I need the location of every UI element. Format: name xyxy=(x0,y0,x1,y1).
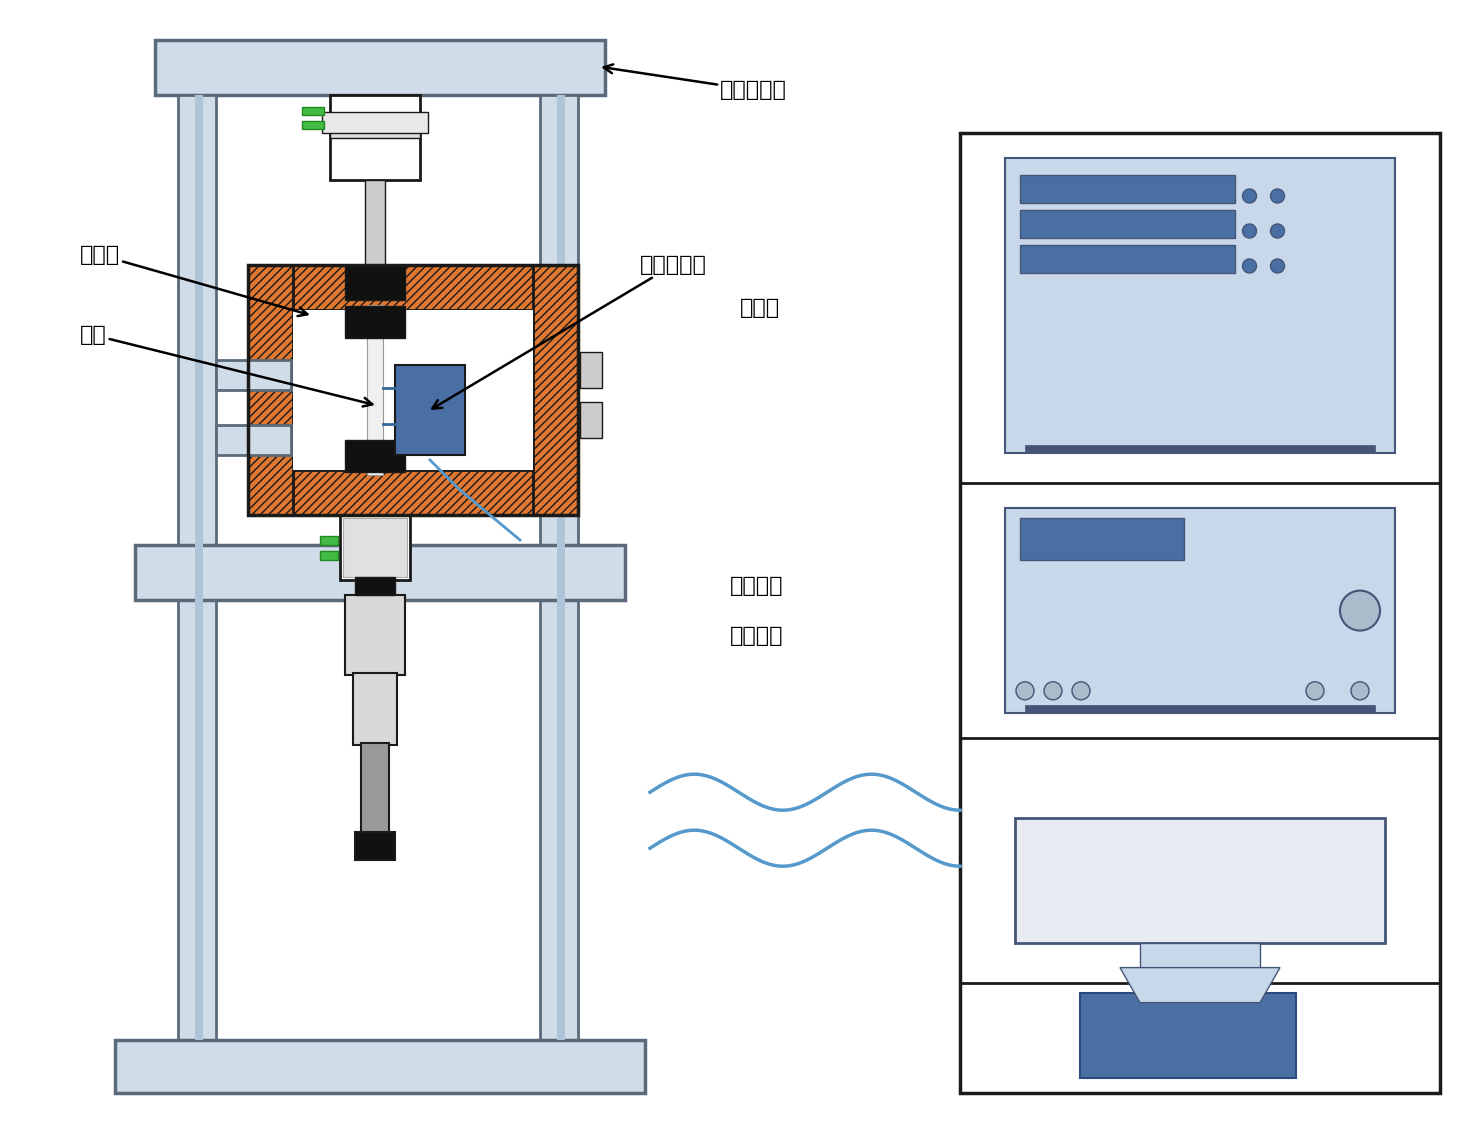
Bar xyxy=(362,743,390,835)
Bar xyxy=(248,264,294,515)
Circle shape xyxy=(1340,590,1380,631)
Bar xyxy=(134,545,624,600)
Bar xyxy=(1015,818,1384,942)
Bar xyxy=(1139,942,1261,968)
Bar xyxy=(303,107,325,115)
Circle shape xyxy=(1243,190,1256,203)
Bar xyxy=(540,95,579,1040)
Bar xyxy=(345,595,404,675)
Circle shape xyxy=(1243,224,1256,238)
Bar xyxy=(1024,445,1376,453)
Bar xyxy=(580,352,602,388)
Bar xyxy=(248,264,579,515)
Bar xyxy=(342,518,407,577)
Text: 疲劳试验机: 疲劳试验机 xyxy=(604,65,787,100)
Bar xyxy=(353,673,397,745)
Bar xyxy=(1020,519,1184,561)
Circle shape xyxy=(1044,682,1063,700)
Bar xyxy=(331,95,421,180)
Circle shape xyxy=(1015,682,1035,700)
Text: 试样: 试样 xyxy=(80,325,372,406)
Bar xyxy=(556,95,565,1040)
Bar xyxy=(368,545,382,580)
Bar xyxy=(345,264,404,300)
Bar xyxy=(195,95,202,1040)
Bar xyxy=(533,264,579,515)
Bar xyxy=(959,133,1441,1093)
Bar xyxy=(356,577,396,595)
Bar xyxy=(1024,705,1376,713)
Bar xyxy=(1020,210,1234,238)
Bar xyxy=(339,515,410,580)
Bar xyxy=(1005,158,1395,453)
Bar xyxy=(179,95,215,1040)
Circle shape xyxy=(1271,259,1284,274)
Bar xyxy=(1020,245,1234,274)
Bar xyxy=(248,470,579,515)
Bar xyxy=(320,536,338,545)
Circle shape xyxy=(1271,224,1284,238)
Circle shape xyxy=(1351,682,1370,700)
Text: 疲劳试验: 疲劳试验 xyxy=(731,575,784,596)
Bar xyxy=(294,310,533,470)
Text: 温控仪: 温控仪 xyxy=(739,299,781,318)
Bar xyxy=(215,424,291,455)
Bar xyxy=(365,180,385,264)
Bar xyxy=(1005,508,1395,713)
Bar xyxy=(331,127,421,137)
Bar xyxy=(115,1040,645,1093)
Bar xyxy=(396,365,465,455)
Circle shape xyxy=(1306,682,1324,700)
Circle shape xyxy=(1271,190,1284,203)
Text: 控制系统: 控制系统 xyxy=(731,625,784,646)
Bar xyxy=(320,550,338,560)
Bar xyxy=(322,112,428,133)
Bar xyxy=(345,306,404,338)
Text: 高温引伸计: 高温引伸计 xyxy=(432,255,707,409)
Bar xyxy=(155,40,605,95)
Bar xyxy=(356,832,396,860)
Bar xyxy=(303,121,325,129)
Bar xyxy=(580,402,602,438)
Bar xyxy=(368,305,382,476)
Circle shape xyxy=(1243,259,1256,274)
Bar xyxy=(248,264,579,310)
Circle shape xyxy=(1072,682,1089,700)
Bar xyxy=(345,440,404,472)
Bar xyxy=(1020,175,1234,203)
Bar xyxy=(215,360,291,390)
Polygon shape xyxy=(1120,968,1280,1002)
Bar xyxy=(1080,993,1296,1078)
Text: 加热炉: 加热炉 xyxy=(80,245,307,316)
